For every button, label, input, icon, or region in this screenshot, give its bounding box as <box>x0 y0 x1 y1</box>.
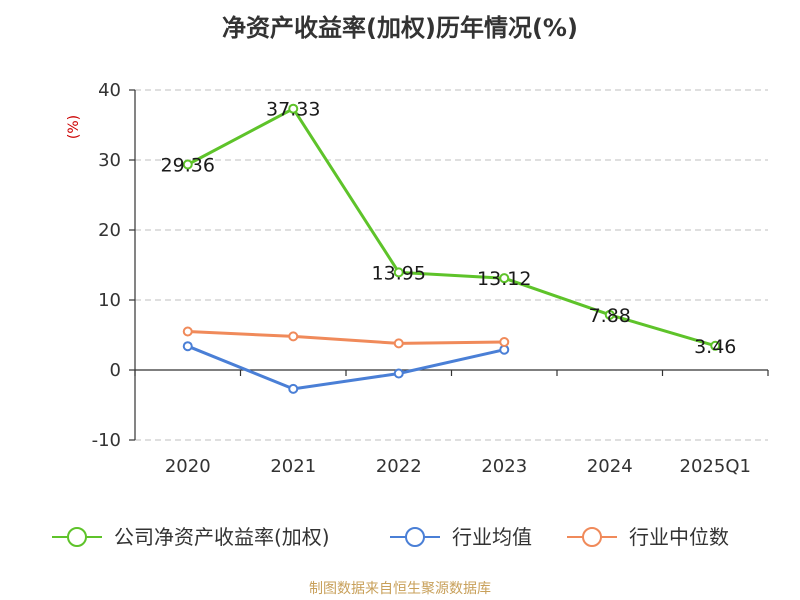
legend-item-2[interactable]: 行业中位数 <box>567 525 729 549</box>
data-point <box>710 340 721 351</box>
data-point <box>393 368 404 379</box>
legend-item-0[interactable]: 公司净资产收益率(加权) <box>52 525 330 549</box>
data-point <box>182 326 193 337</box>
y-tick-label: 40 <box>98 80 121 101</box>
y-tick-label: 20 <box>98 220 121 241</box>
data-point <box>604 309 615 320</box>
series-line-1 <box>187 344 505 391</box>
data-label: 7.88 <box>589 305 631 327</box>
x-tick-label: 2020 <box>165 456 211 477</box>
data-point <box>499 273 510 284</box>
data-point <box>393 267 404 278</box>
data-point <box>288 331 299 342</box>
x-tick-label: 2024 <box>587 456 633 477</box>
data-label: 29.36 <box>161 154 215 176</box>
legend-label: 行业均值 <box>452 525 532 549</box>
y-tick-label: 0 <box>110 360 121 381</box>
data-point <box>288 103 299 114</box>
axes <box>129 89 769 441</box>
legend-label: 公司净资产收益率(加权) <box>114 525 330 549</box>
y-tick-label: -10 <box>92 430 121 451</box>
legend[interactable]: 公司净资产收益率(加权) 行业均值 行业中位数 <box>52 525 729 549</box>
source-note: 制图数据来自恒生聚源数据库 <box>309 581 491 597</box>
data-point <box>288 383 299 394</box>
grid-lines <box>135 89 768 441</box>
x-axis-tick-labels: 2020 2021 2022 2023 2024 2025Q1 <box>165 456 751 477</box>
chart-title: 净资产收益率(加权)历年情况(%) <box>222 14 578 42</box>
legend-marker-circle <box>582 527 602 547</box>
legend-marker-circle <box>67 527 87 547</box>
y-tick-label: 30 <box>98 150 121 171</box>
x-tick-label: 2023 <box>481 456 527 477</box>
x-tick-label: 2021 <box>270 456 316 477</box>
series-line-2 <box>187 330 505 345</box>
data-point <box>499 337 510 347</box>
data-point <box>393 338 404 349</box>
data-labels: 29.36 37.33 13.95 13.12 7.88 3.46 <box>161 99 737 358</box>
legend-label: 行业中位数 <box>629 525 729 549</box>
x-tick-label: 2025Q1 <box>680 456 751 477</box>
legend-marker-circle <box>405 527 425 547</box>
data-point <box>182 341 193 352</box>
y-axis-tick-labels: -10 0 10 20 30 40 <box>92 80 121 451</box>
legend-item-1[interactable]: 行业均值 <box>390 525 532 549</box>
y-tick-label: 10 <box>98 290 121 311</box>
x-tick-label: 2022 <box>376 456 422 477</box>
data-point <box>182 159 193 170</box>
series-group <box>182 103 721 394</box>
data-label: 13.12 <box>477 268 531 290</box>
y-axis-unit-label: (%) <box>66 115 82 139</box>
data-label: 37.33 <box>266 99 320 121</box>
data-label: 3.46 <box>694 336 736 358</box>
data-label: 13.95 <box>372 262 426 284</box>
series-line-0 <box>187 107 716 348</box>
